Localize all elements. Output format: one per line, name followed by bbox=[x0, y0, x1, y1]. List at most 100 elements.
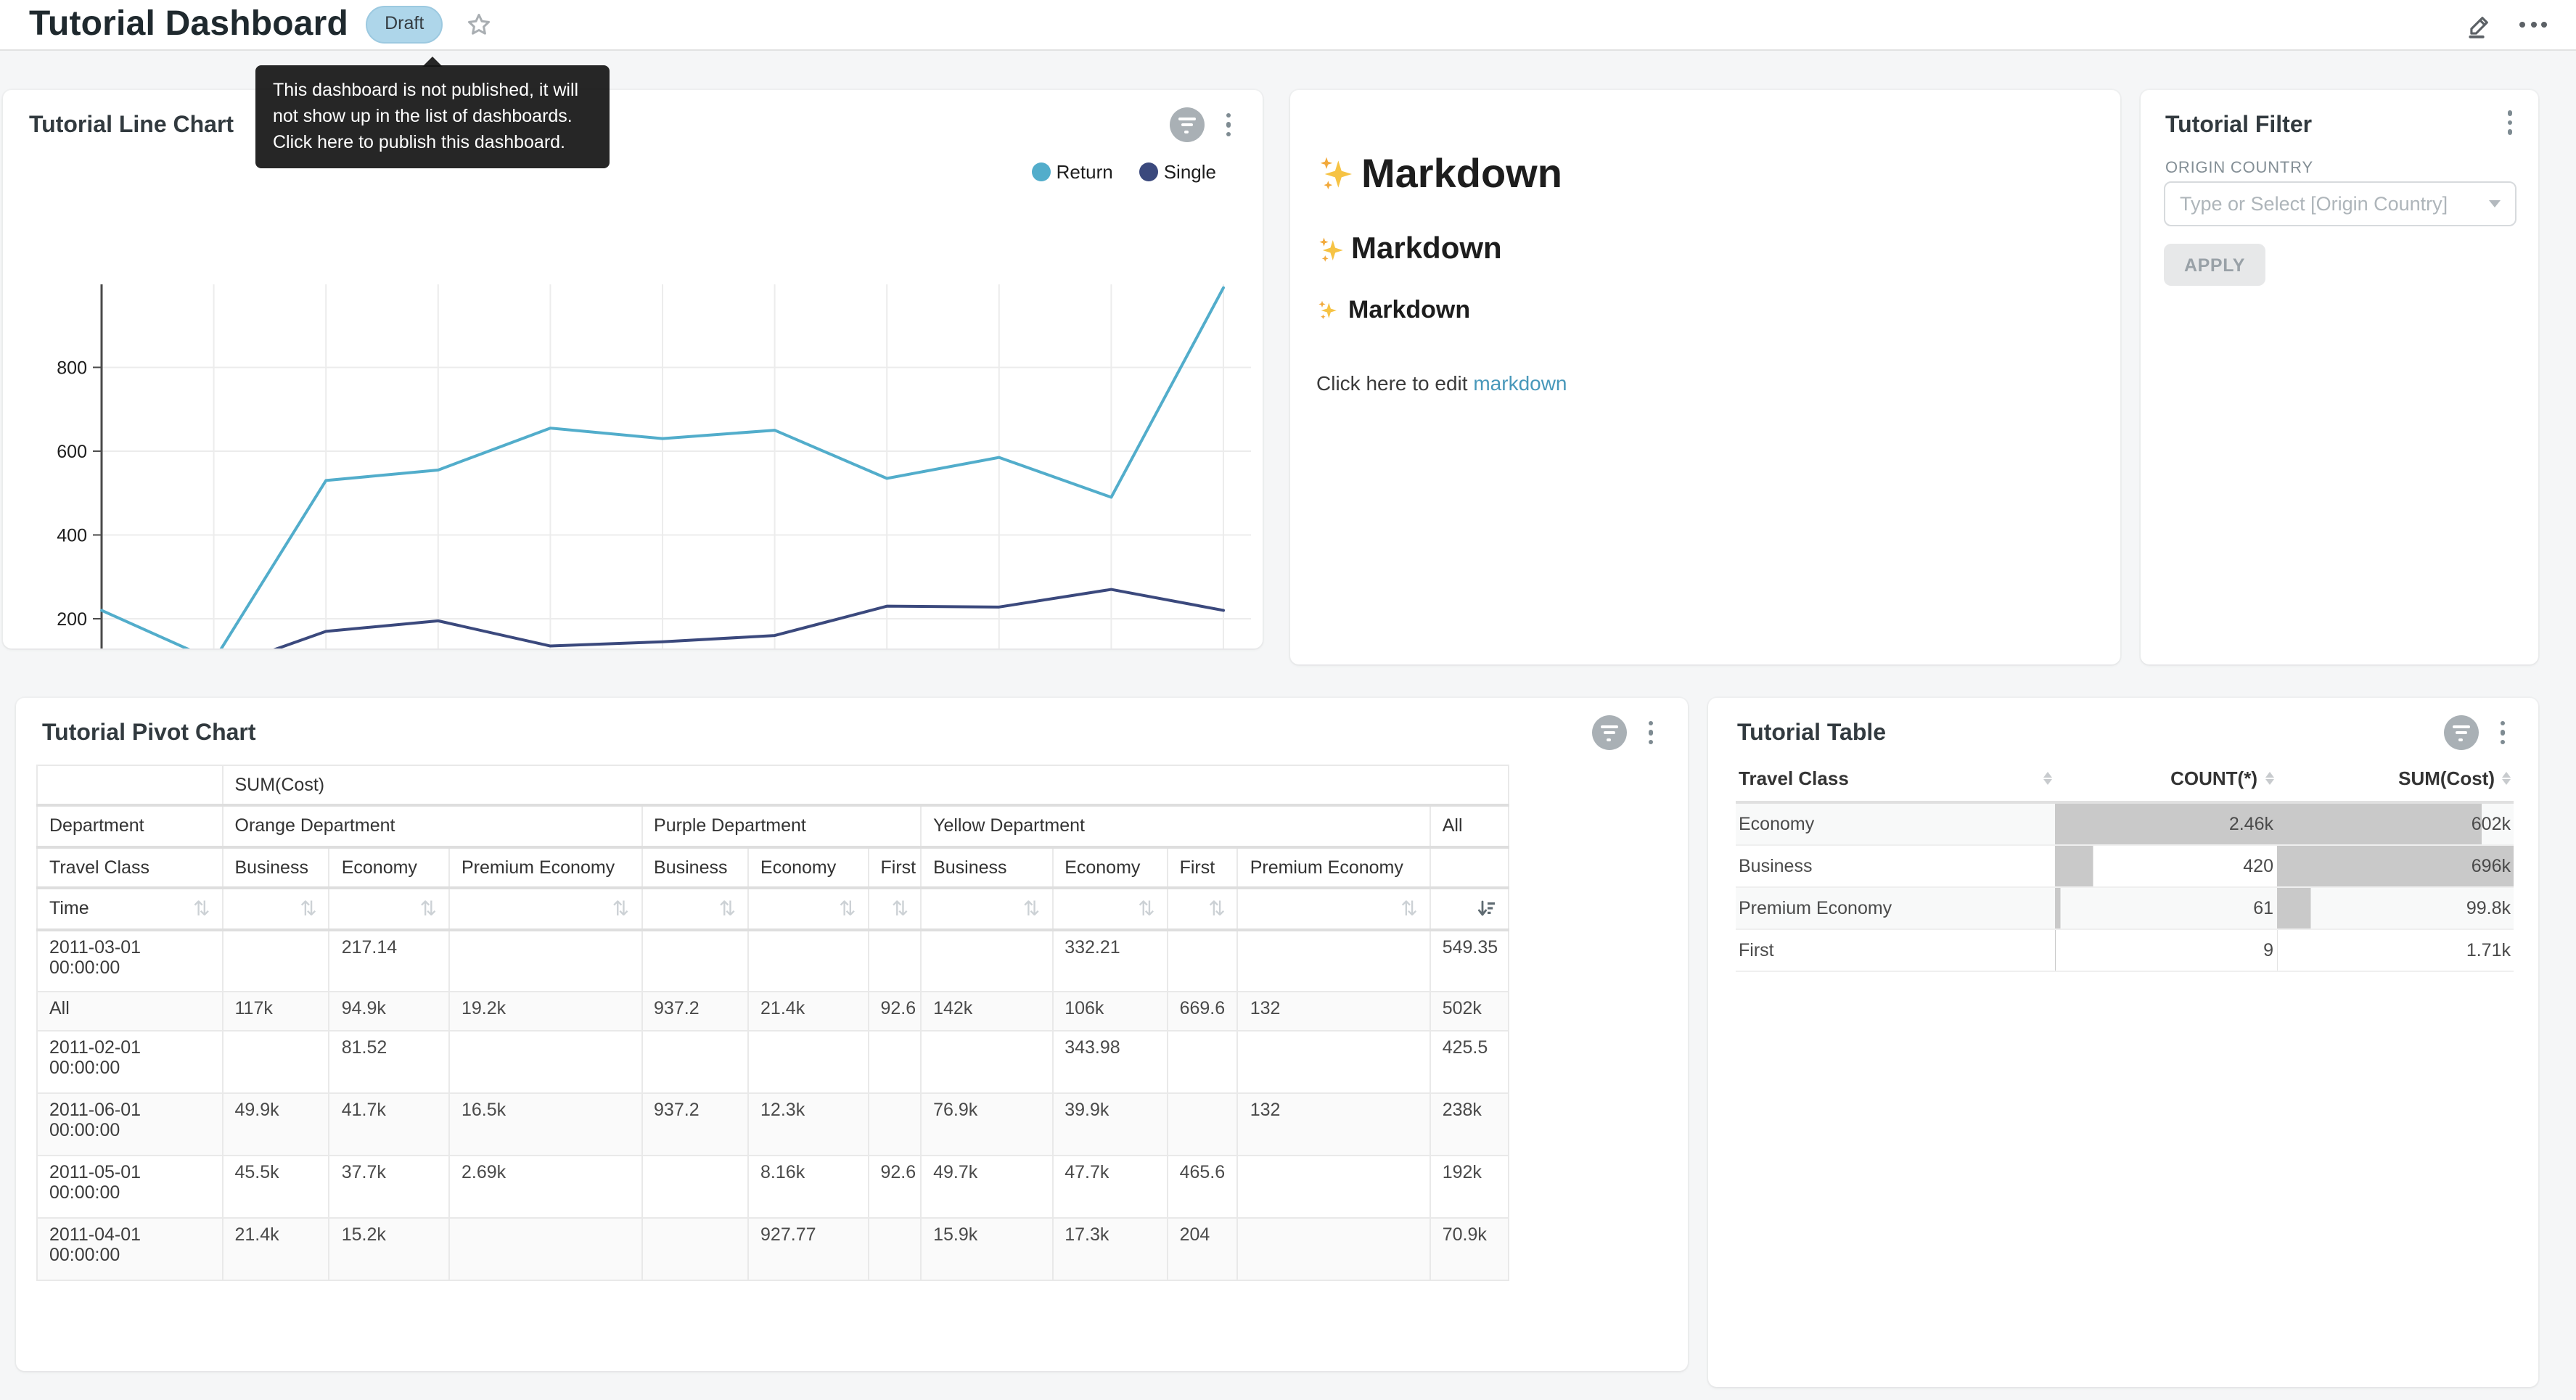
table-viz-panel: Tutorial Table Travel Class COUNT(*) bbox=[1708, 698, 2538, 1387]
pivot-cell: 549.35 bbox=[1429, 928, 1510, 992]
filter-menu-icon[interactable] bbox=[2504, 107, 2515, 137]
pivot-class-header: First bbox=[867, 846, 922, 889]
select-placeholder: Type or Select [Origin Country] bbox=[2180, 193, 2448, 215]
table-title: Tutorial Table bbox=[1737, 721, 1887, 746]
pivot-row-label: 2011-05-01 00:00:00 bbox=[36, 1155, 223, 1219]
pivot-cell bbox=[1166, 1030, 1239, 1094]
chart-menu-icon[interactable] bbox=[1645, 718, 1656, 748]
pivot-cell: 76.9k bbox=[920, 1092, 1054, 1156]
pivot-sort-header[interactable]: ⇅ bbox=[221, 886, 330, 931]
pivot-table: SUM(Cost) Department Orange Department Purp… bbox=[36, 765, 1510, 1281]
column-header-travel-class[interactable]: Travel Class bbox=[1736, 759, 2055, 804]
pivot-cell bbox=[1236, 1217, 1431, 1281]
sort-icon: ⇅ bbox=[718, 897, 737, 920]
column-header-count[interactable]: COUNT(*) bbox=[2054, 759, 2276, 804]
pivot-cell: 937.2 bbox=[641, 1092, 750, 1156]
pivot-sort-header[interactable]: ⇅ bbox=[1051, 886, 1168, 931]
pivot-class-header: First bbox=[1166, 846, 1239, 889]
table-cell-sum: 696k bbox=[2276, 845, 2514, 888]
pivot-row: 2011-05-01 00:00:00 45.5k 37.7k 2.69k 8.16k 9… bbox=[36, 1155, 1510, 1219]
pivot-sort-header[interactable]: ⇅ bbox=[920, 886, 1054, 931]
app-header: Tutorial Dashboard Draft bbox=[0, 0, 2576, 51]
origin-country-select[interactable]: Type or Select [Origin Country] bbox=[2164, 181, 2516, 226]
pivot-cell: 117k bbox=[221, 991, 330, 1032]
line-chart-title: Tutorial Line Chart bbox=[29, 113, 234, 138]
favorite-star-icon[interactable] bbox=[466, 12, 492, 38]
legend-label: Return bbox=[1056, 161, 1113, 183]
table-row: Business 420 696k bbox=[1736, 845, 2514, 888]
applied-filters-icon[interactable] bbox=[2443, 715, 2478, 750]
pivot-cell bbox=[641, 1217, 750, 1281]
pivot-cell bbox=[641, 1155, 750, 1219]
pivot-cell: 2.69k bbox=[448, 1155, 643, 1219]
pivot-cell bbox=[448, 928, 643, 992]
pivot-cell bbox=[1166, 928, 1239, 992]
pivot-sort-header[interactable]: ⇅ bbox=[1166, 886, 1239, 931]
pivot-row-label: 2011-02-01 00:00:00 bbox=[36, 1030, 223, 1094]
draft-status-badge[interactable]: Draft bbox=[366, 6, 443, 44]
edit-dashboard-icon[interactable] bbox=[2466, 11, 2493, 38]
legend-label: Single bbox=[1163, 161, 1216, 183]
tooltip-line: Click here to publish this dashboard. bbox=[273, 131, 566, 152]
tooltip-line: This dashboard is not published, it will bbox=[273, 80, 579, 100]
applied-filters-icon[interactable] bbox=[1169, 107, 1204, 142]
pivot-sort-header[interactable]: ⇅ bbox=[867, 886, 922, 931]
pivot-sort-header[interactable]: ⇅ bbox=[448, 886, 643, 931]
chart-menu-icon[interactable] bbox=[1223, 110, 1234, 140]
sort-icon bbox=[2043, 771, 2052, 786]
markdown-panel: Markdown Markdown Markdown Click here to… bbox=[1290, 90, 2120, 664]
pivot-row-label: All bbox=[36, 991, 223, 1032]
sort-icon bbox=[2502, 771, 2511, 786]
pivot-row: 2011-02-01 00:00:00 81.52 343.98 425.5 bbox=[36, 1030, 1510, 1094]
pivot-class-header: Premium Economy bbox=[448, 846, 643, 889]
pivot-class-header: Business bbox=[920, 846, 1054, 889]
pivot-cell bbox=[920, 928, 1054, 992]
sort-icon: ⇅ bbox=[891, 897, 909, 920]
table-cell-count: 61 bbox=[2054, 887, 2276, 930]
more-options-icon[interactable] bbox=[2519, 22, 2547, 28]
pivot-cell: 142k bbox=[920, 991, 1054, 1032]
pivot-sort-header[interactable]: ⇅ bbox=[328, 886, 450, 931]
legend-item-single[interactable]: Single bbox=[1139, 161, 1216, 183]
column-header-sum-cost[interactable]: SUM(Cost) bbox=[2276, 759, 2514, 804]
legend-item-return[interactable]: Return bbox=[1031, 161, 1113, 183]
pivot-cell: 19.2k bbox=[448, 991, 643, 1032]
pivot-class-header: Economy bbox=[747, 846, 869, 889]
data-table: Travel Class COUNT(*) SUM(Cost) Economy 2… bbox=[1736, 759, 2514, 972]
pivot-cell: 49.7k bbox=[920, 1155, 1054, 1219]
pivot-group-header: All bbox=[1429, 804, 1510, 848]
pivot-row-label: 2011-06-01 00:00:00 bbox=[36, 1092, 223, 1156]
pivot-cell: 92.6 bbox=[867, 1155, 922, 1219]
pivot-cell: 21.4k bbox=[747, 991, 869, 1032]
pivot-cell bbox=[448, 1217, 643, 1281]
pivot-row: 2011-04-01 00:00:00 21.4k 15.2k 927.77 15.9k… bbox=[36, 1217, 1510, 1281]
pivot-row: 2011-03-01 00:00:00 217.14 332.21 549.35 bbox=[36, 928, 1510, 992]
pivot-chart-panel: Tutorial Pivot Chart SUM(Cost) Department… bbox=[16, 698, 1688, 1371]
edit-markdown-link[interactable]: markdown bbox=[1473, 371, 1567, 395]
pivot-row-label: 2011-03-01 00:00:00 bbox=[36, 928, 223, 992]
pivot-time-header[interactable]: Time ⇅ bbox=[36, 886, 223, 931]
pivot-cell: 669.6 bbox=[1166, 991, 1239, 1032]
sort-icon: ⇅ bbox=[1022, 897, 1041, 920]
series-line-return bbox=[100, 286, 1225, 648]
line-chart-panel: Tutorial Line Chart Return Single 200 400… bbox=[3, 90, 1263, 648]
page-title: Tutorial Dashboard bbox=[29, 4, 349, 44]
pivot-sort-header[interactable]: ⇅ bbox=[641, 886, 750, 931]
pivot-cell: 70.9k bbox=[1429, 1217, 1510, 1281]
table-cell-count: 9 bbox=[2054, 929, 2276, 972]
applied-filters-icon[interactable] bbox=[1591, 715, 1626, 750]
pivot-sort-header[interactable]: ⇅ bbox=[747, 886, 869, 931]
pivot-sort-header[interactable]: ⇅ bbox=[1236, 886, 1431, 931]
chart-menu-icon[interactable] bbox=[2497, 718, 2508, 748]
table-row: Premium Economy 61 99.8k bbox=[1736, 887, 2514, 930]
pivot-cell: 37.7k bbox=[328, 1155, 450, 1219]
table-cell-travel-class: Premium Economy bbox=[1736, 887, 2055, 930]
pivot-sort-header[interactable] bbox=[1429, 886, 1510, 931]
tooltip-line: not show up in the list of dashboards. bbox=[273, 105, 573, 126]
pivot-cell bbox=[1236, 1030, 1431, 1094]
pivot-cell: 8.16k bbox=[747, 1155, 869, 1219]
table-cell-travel-class: Business bbox=[1736, 845, 2055, 888]
apply-button[interactable]: APPLY bbox=[2164, 244, 2266, 286]
table-cell-count: 420 bbox=[2054, 845, 2276, 888]
